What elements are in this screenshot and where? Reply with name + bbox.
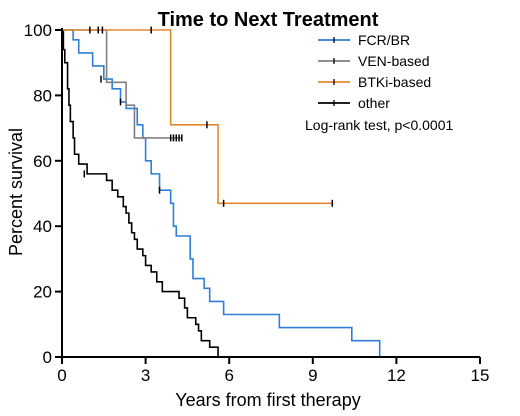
series-line-ven-based: [62, 29, 182, 139]
series-line-fcr-br: [62, 29, 381, 357]
x-tick-label-3: 3: [141, 366, 150, 385]
y-tick-label-60: 60: [33, 152, 52, 171]
x-tick-label-12: 12: [387, 366, 406, 385]
y-tick-label-40: 40: [33, 217, 52, 236]
legend: FCR/BR VEN-based BTKi-based other: [318, 32, 431, 111]
x-axis-title: Years from first therapy: [175, 390, 360, 410]
y-axis-ticks: 0 20 40 60 80 100: [24, 21, 62, 367]
y-axis-title: Percent survival: [6, 128, 26, 256]
series-line-btki-based: [62, 29, 333, 205]
y-tick-label-20: 20: [33, 283, 52, 302]
x-tick-label-6: 6: [224, 366, 233, 385]
x-tick-label-9: 9: [308, 366, 317, 385]
y-tick-label-0: 0: [43, 348, 52, 367]
y-tick-label-80: 80: [33, 86, 52, 105]
legend-label-ven-based: VEN-based: [358, 53, 430, 69]
legend-label-btki-based: BTKi-based: [358, 74, 431, 90]
x-tick-label-0: 0: [57, 366, 66, 385]
plot-censor-group: [83, 26, 334, 207]
legend-label-other: other: [358, 95, 390, 111]
series-line-other: [62, 29, 219, 357]
x-tick-label-15: 15: [471, 366, 490, 385]
x-axis-ticks: 0 3 6 9 12 15: [57, 357, 489, 385]
y-tick-label-100: 100: [24, 21, 52, 40]
chart-title: Time to Next Treatment: [158, 9, 379, 31]
plot-series-group: [62, 29, 381, 357]
legend-label-fcr-br: FCR/BR: [358, 32, 410, 48]
log-rank-annotation: Log-rank test, p<0.0001: [305, 117, 453, 133]
